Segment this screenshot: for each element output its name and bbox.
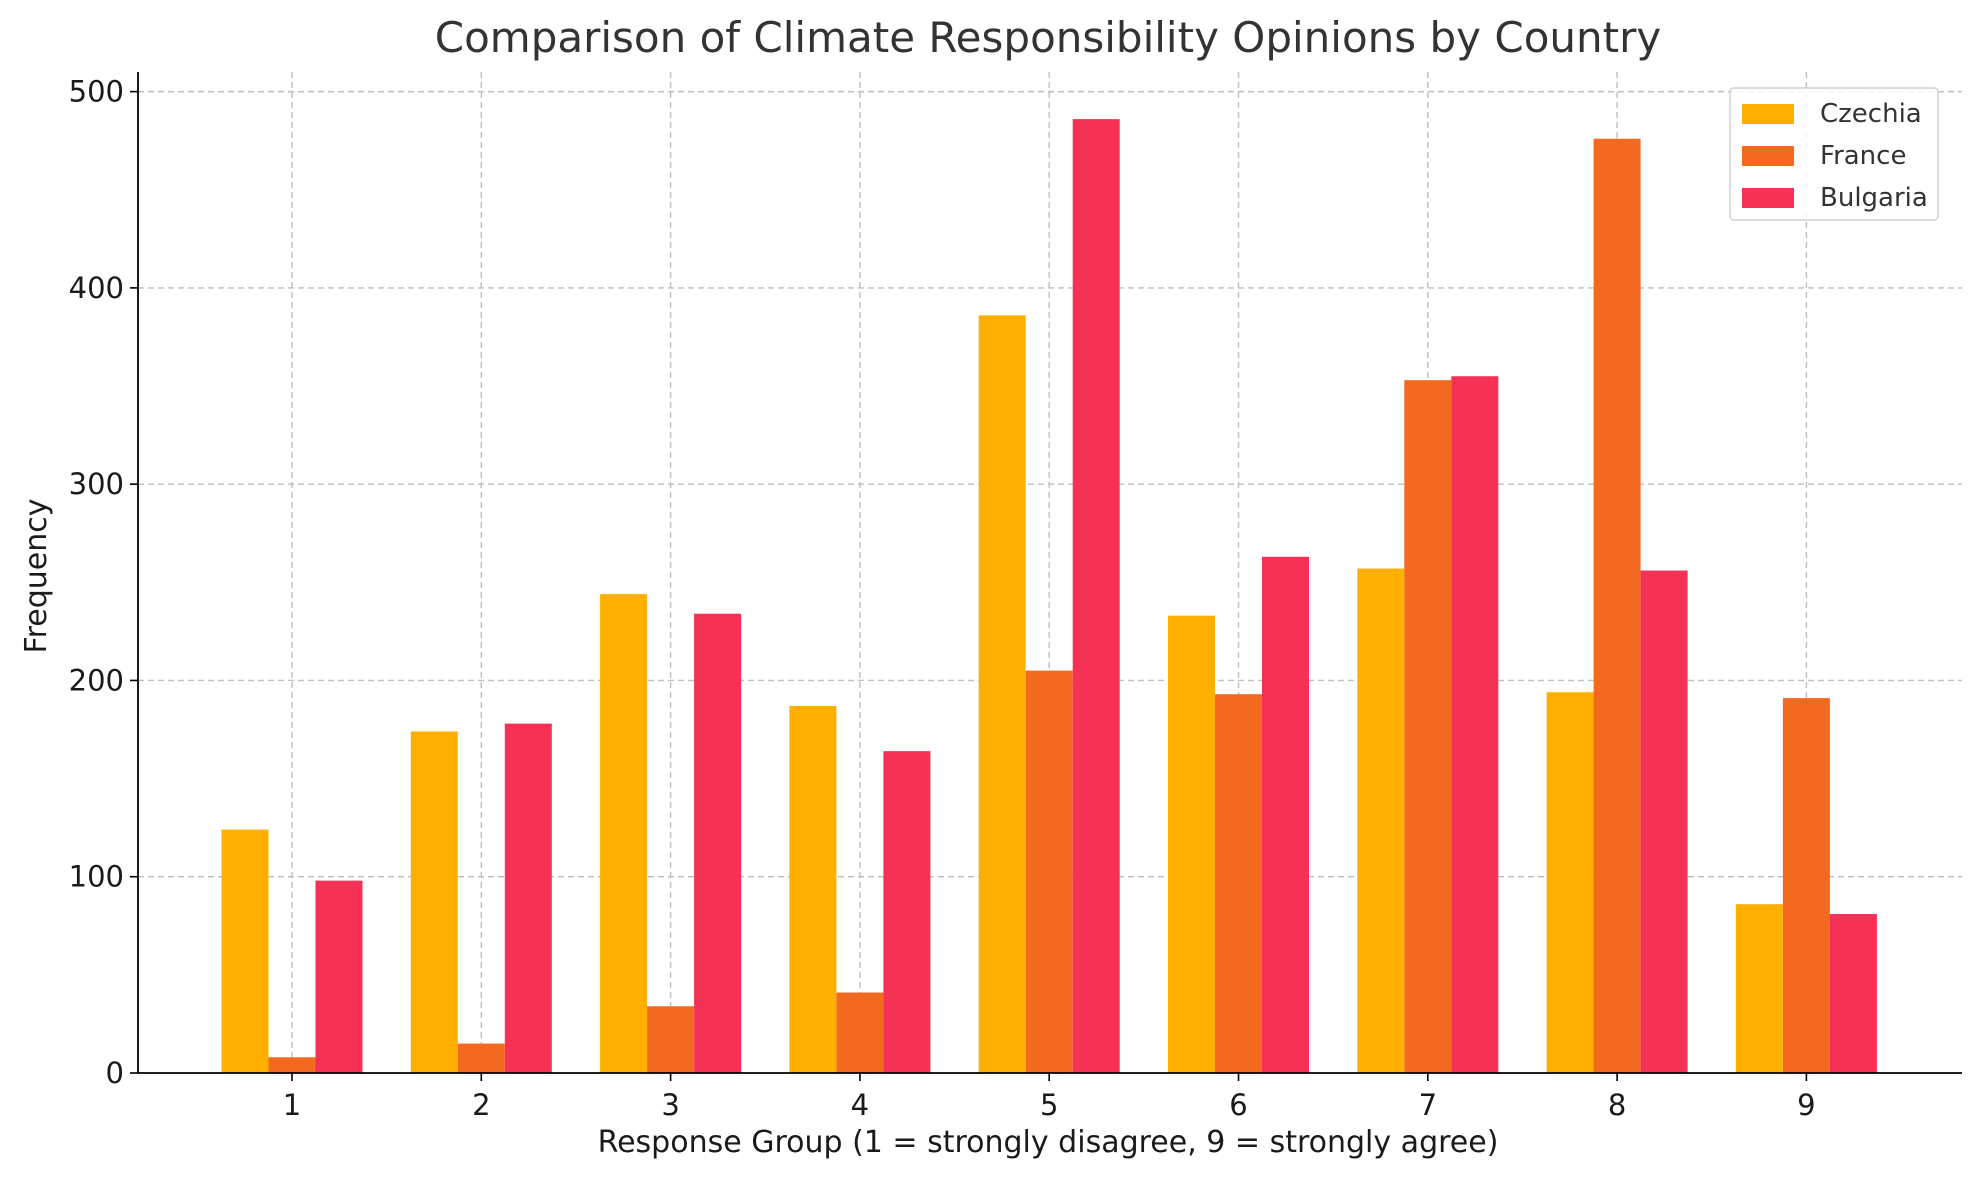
- bar-czechia-6: [1168, 615, 1215, 1073]
- bar-france-2: [457, 1043, 505, 1073]
- legend-label-czechia: Czechia: [1820, 99, 1922, 129]
- bar-france-9: [1782, 698, 1830, 1073]
- bar-bulgaria-8: [1640, 570, 1688, 1073]
- bar-france-1: [268, 1057, 316, 1073]
- legend-label-france: France: [1820, 141, 1906, 171]
- bars: [221, 119, 1877, 1074]
- x-tick-label: 1: [283, 1088, 301, 1122]
- bar-france-6: [1215, 694, 1262, 1073]
- bar-bulgaria-9: [1829, 914, 1877, 1073]
- bar-france-7: [1404, 380, 1452, 1073]
- x-tick-label: 5: [1040, 1088, 1058, 1122]
- bar-france-3: [647, 1006, 695, 1073]
- y-tick-label: 300: [69, 467, 124, 501]
- y-tick-label: 500: [69, 75, 124, 109]
- bar-bulgaria-1: [315, 880, 363, 1073]
- bar-czechia-2: [410, 731, 458, 1073]
- axes: [130, 72, 1962, 1081]
- legend-label-bulgaria: Bulgaria: [1820, 183, 1928, 213]
- bar-bulgaria-7: [1451, 376, 1499, 1074]
- bar-czechia-4: [789, 705, 837, 1073]
- x-tick-label: 9: [1797, 1088, 1815, 1122]
- bar-bulgaria-5: [1072, 119, 1120, 1073]
- bar-bulgaria-6: [1262, 556, 1309, 1073]
- y-tick-label: 0: [106, 1056, 124, 1090]
- bar-czechia-7: [1357, 568, 1405, 1073]
- x-tick-label: 6: [1229, 1088, 1247, 1122]
- bar-bulgaria-3: [694, 613, 742, 1073]
- bar-france-8: [1593, 138, 1641, 1073]
- tick-labels: 0 100 200 300 400 500 1 2 3 4 5 6 7 8 9: [69, 75, 1816, 1122]
- y-tick-label: 100: [69, 860, 124, 894]
- x-axis-title: Response Group (1 = strongly disagree, 9…: [598, 1125, 1499, 1160]
- x-tick-label: 3: [661, 1088, 679, 1122]
- y-tick-label: 200: [69, 663, 124, 697]
- y-axis-title: Frequency: [19, 499, 54, 654]
- bar-bulgaria-2: [504, 723, 552, 1073]
- x-tick-label: 2: [472, 1088, 490, 1122]
- bar-bulgaria-4: [883, 751, 931, 1073]
- x-tick-label: 7: [1419, 1088, 1437, 1122]
- legend-swatch-france: [1742, 146, 1794, 166]
- bar-czechia-1: [221, 829, 269, 1073]
- bar-czechia-3: [600, 594, 648, 1073]
- x-tick-label: 8: [1608, 1088, 1626, 1122]
- bar-czechia-9: [1735, 904, 1783, 1073]
- bar-france-4: [836, 992, 884, 1073]
- y-tick-label: 400: [69, 271, 124, 305]
- legend-swatch-czechia: [1742, 104, 1794, 124]
- legend: Czechia France Bulgaria: [1729, 87, 1939, 221]
- bar-france-5: [1025, 670, 1073, 1073]
- legend-swatch-bulgaria: [1742, 188, 1794, 208]
- bar-czechia-8: [1546, 692, 1594, 1073]
- x-tick-label: 4: [851, 1088, 869, 1122]
- chart-title: Comparison of Climate Responsibility Opi…: [435, 13, 1661, 62]
- bar-czechia-5: [978, 315, 1026, 1074]
